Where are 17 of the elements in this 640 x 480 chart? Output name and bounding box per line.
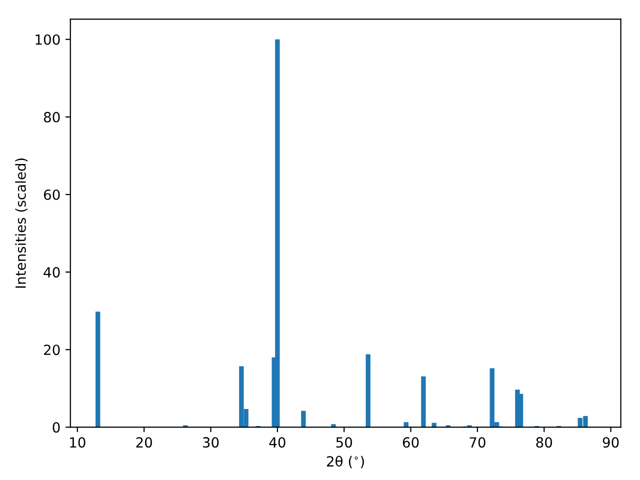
x-tick-label: 80: [536, 437, 552, 448]
y-axis-title: Intensities (scaled): [15, 158, 28, 288]
y-tick-label: 20: [44, 344, 60, 356]
y-tick-label: 40: [44, 267, 60, 278]
y-tick-label: 0: [52, 422, 60, 433]
x-tick-label: 60: [402, 437, 419, 448]
x-tick-label: 20: [136, 437, 152, 448]
x-tick-label: 70: [470, 437, 486, 448]
x-tick-label: 40: [269, 437, 286, 448]
x-tick-label: 10: [70, 437, 86, 448]
x-axis-title: 2θ ($^{∘}$): [326, 456, 364, 468]
x-tick-label: 50: [336, 437, 352, 448]
y-tick-label: 60: [44, 189, 60, 200]
x-tick-label: 90: [602, 437, 619, 448]
y-tick-label: 80: [44, 112, 60, 122]
x-tick-label: 30: [202, 437, 219, 448]
y-tick-label: 100: [36, 34, 60, 45]
